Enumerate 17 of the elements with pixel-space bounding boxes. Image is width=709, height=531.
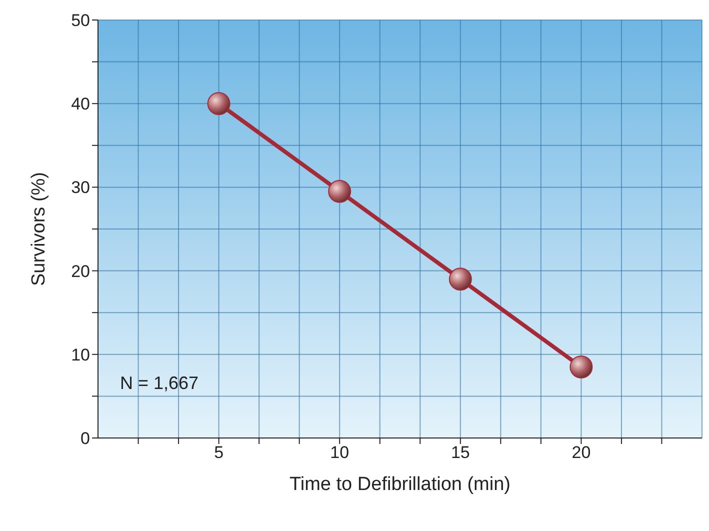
- point: [570, 355, 593, 378]
- x-tick-label: 15: [450, 443, 470, 462]
- y-tick-label: 20: [71, 262, 90, 281]
- y-axis-title: Survivors (%): [28, 172, 50, 286]
- point: [207, 92, 230, 116]
- y-tick-label: 40: [71, 94, 90, 114]
- y-tick-label: 10: [71, 345, 90, 364]
- x-axis-title: Time to Defibrillation (min): [289, 474, 511, 495]
- x-tick-label: 5: [214, 443, 224, 462]
- y-tick-label: 0: [80, 429, 90, 448]
- y-tick-label: 30: [71, 178, 90, 198]
- x-tick-label: 20: [572, 443, 591, 462]
- x-tick-label: 10: [330, 443, 350, 462]
- annotation: N = 1,667: [120, 373, 199, 394]
- point: [448, 268, 472, 291]
- y-tick-label: 50: [71, 11, 90, 30]
- point: [328, 180, 352, 203]
